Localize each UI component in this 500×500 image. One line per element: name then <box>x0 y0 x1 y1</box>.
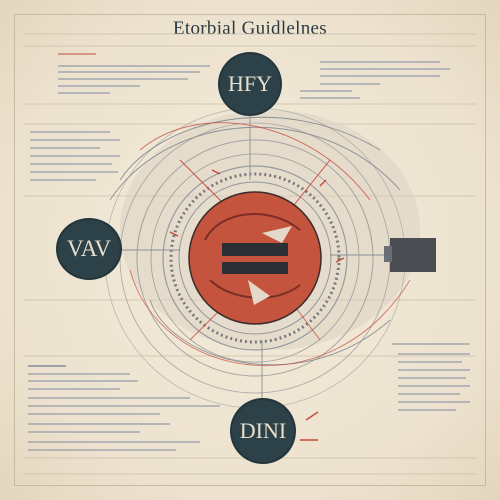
red-markers <box>169 169 345 441</box>
text-block-top-left <box>58 53 210 94</box>
text-block-top-right <box>300 61 450 99</box>
text-block-right <box>392 343 470 411</box>
node-dini: DINI <box>232 400 294 462</box>
dark-square-block-icon <box>384 238 436 272</box>
text-block-left <box>30 131 120 181</box>
node-hfy: HFY <box>220 54 280 114</box>
node-vav: VAV <box>58 220 120 278</box>
text-block-bottom-left <box>28 365 220 451</box>
page-border <box>14 14 486 486</box>
core-emblem <box>188 191 322 325</box>
